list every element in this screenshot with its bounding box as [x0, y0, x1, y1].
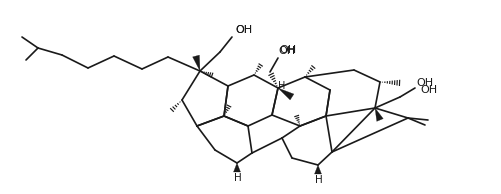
Text: OH: OH [279, 46, 296, 56]
Polygon shape [233, 163, 240, 172]
Text: OH: OH [280, 45, 297, 55]
Polygon shape [278, 88, 294, 100]
Text: OH: OH [420, 85, 437, 95]
Polygon shape [375, 108, 383, 121]
Polygon shape [192, 55, 200, 71]
Text: OH: OH [416, 78, 433, 88]
Text: OH: OH [235, 25, 253, 35]
Text: H: H [279, 81, 286, 91]
Text: OH: OH [235, 25, 253, 35]
Text: H: H [315, 175, 323, 185]
Text: H: H [234, 173, 242, 183]
Polygon shape [315, 165, 322, 174]
